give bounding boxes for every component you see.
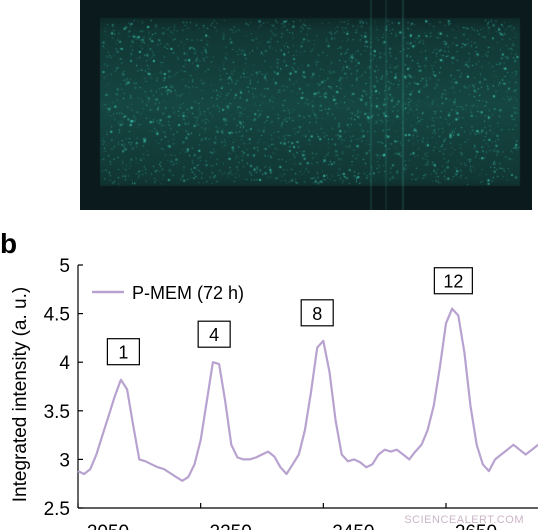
peak-label: 1 <box>118 343 128 363</box>
peak-label-box <box>300 299 334 327</box>
peak-label-box <box>197 320 231 348</box>
y-tick-label: 4.5 <box>44 305 70 326</box>
peak-label: 4 <box>209 325 219 345</box>
series-line-p-mem <box>77 307 538 482</box>
fluorescence-image <box>80 0 532 210</box>
peak-label-box <box>106 338 140 366</box>
x-tick-label: 2050 <box>87 522 129 530</box>
y-tick-label: 5 <box>59 256 70 277</box>
panel-label: b <box>0 228 18 259</box>
legend-label: P-MEM (72 h) <box>132 283 244 303</box>
watermark: SCIENCEALERT.COM <box>404 514 524 526</box>
y-tick-label: 3.5 <box>44 402 70 423</box>
y-tick-label: 2.5 <box>44 499 70 520</box>
y-tick-label: 3 <box>59 450 70 471</box>
peak-label-box <box>433 267 473 295</box>
fluorescence-canvas <box>80 0 532 210</box>
x-tick-label: 2650 <box>455 522 497 530</box>
y-axis-label: Integrated intensity (a. u.) <box>10 287 31 502</box>
peak-label: 8 <box>312 304 322 324</box>
y-tick-label: 4 <box>59 353 70 374</box>
x-tick-label: 2450 <box>332 522 374 530</box>
peak-label: 12 <box>443 272 463 292</box>
x-tick-label: 2250 <box>210 522 252 530</box>
